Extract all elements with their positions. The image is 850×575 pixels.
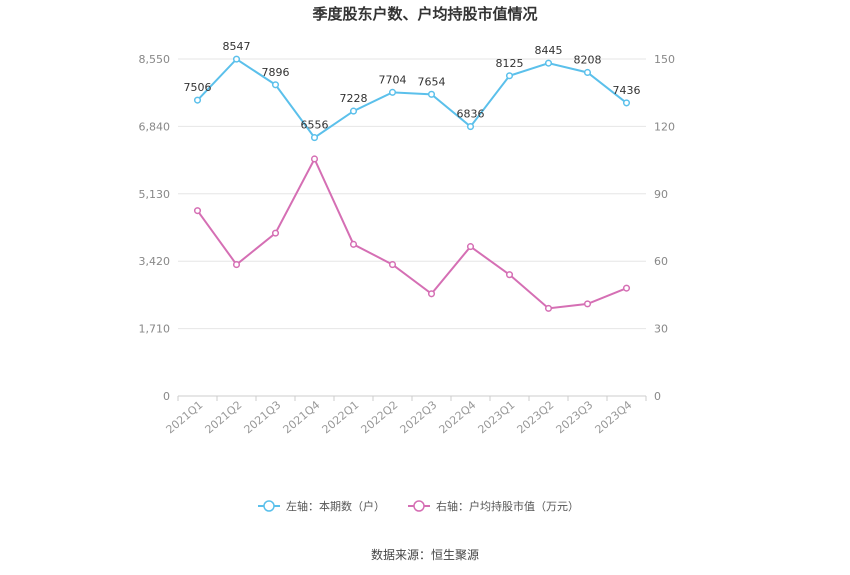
x-tick-label: 2022Q3	[398, 398, 440, 436]
legend-swatch-marker	[263, 500, 275, 512]
data-label: 7228	[340, 92, 368, 105]
x-tick-label: 2023Q3	[554, 398, 596, 436]
data-point[interactable]	[271, 229, 280, 237]
left-tick-label: 8,550	[139, 53, 171, 66]
right-tick-label: 30	[654, 323, 668, 336]
series-layer: 7506 8547 7896 6556 7228 7704 7654 6836 8125 8445…	[184, 40, 641, 312]
data-point[interactable]	[349, 240, 358, 248]
data-point[interactable]	[193, 207, 202, 215]
data-point[interactable]	[466, 243, 475, 251]
left-tick-label: 5,130	[139, 188, 171, 201]
data-point[interactable]	[310, 134, 319, 142]
right-axis: 0 30 60 90 120 150	[654, 53, 675, 403]
data-point[interactable]	[310, 155, 319, 163]
source-note: 数据来源：恒生聚源	[371, 547, 479, 562]
data-point[interactable]	[544, 59, 553, 67]
data-point[interactable]	[622, 284, 631, 292]
right-tick-label: 0	[654, 390, 661, 403]
x-tick-label: 2022Q2	[359, 398, 401, 436]
data-label: 7896	[262, 66, 290, 79]
data-point[interactable]	[466, 123, 475, 131]
data-point[interactable]	[271, 81, 280, 89]
legend-label[interactable]: 左轴：本期数（户）	[286, 499, 385, 513]
data-label: 7704	[379, 73, 407, 86]
left-axis: 0 1,710 3,420 5,130 6,840 8,550	[139, 53, 171, 403]
legend[interactable]: 左轴：本期数（户） 右轴：户均持股市值（万元）	[258, 499, 579, 513]
data-label: 6556	[301, 119, 329, 132]
data-label: 7436	[613, 84, 641, 97]
legend-swatch-marker	[413, 500, 425, 512]
data-point[interactable]	[583, 300, 592, 308]
left-tick-label: 3,420	[139, 255, 171, 268]
right-tick-label: 90	[654, 188, 668, 201]
gridlines	[178, 58, 646, 397]
data-label: 7506	[184, 81, 212, 94]
left-tick-label: 0	[163, 390, 170, 403]
x-tick-label: 2021Q1	[164, 398, 206, 436]
left-tick-label: 6,840	[139, 120, 171, 133]
series-line	[196, 156, 627, 310]
left-tick-label: 1,710	[139, 323, 171, 336]
data-point[interactable]	[427, 290, 436, 298]
x-tick-label: 2021Q2	[203, 398, 245, 436]
x-tick-label: 2022Q1	[320, 398, 362, 436]
x-tick-label: 2021Q3	[242, 398, 284, 436]
data-point[interactable]	[622, 99, 631, 107]
data-label: 8208	[574, 53, 602, 66]
data-point[interactable]	[544, 304, 553, 312]
legend-label[interactable]: 右轴：户均持股市值（万元）	[436, 499, 579, 513]
x-axis: 2021Q12021Q22021Q32021Q42022Q12022Q22022…	[164, 396, 647, 436]
data-point[interactable]	[232, 55, 241, 63]
x-tick-label: 2022Q4	[437, 398, 479, 436]
right-tick-label: 120	[654, 120, 675, 133]
data-label: 6836	[457, 108, 485, 121]
data-point[interactable]	[349, 107, 358, 115]
data-point[interactable]	[193, 96, 202, 104]
x-tick-label: 2023Q2	[515, 398, 557, 436]
data-point[interactable]	[388, 261, 397, 269]
x-tick-label: 2023Q4	[593, 398, 635, 436]
data-label: 8547	[223, 40, 251, 53]
data-point[interactable]	[505, 271, 514, 279]
data-point[interactable]	[583, 68, 592, 77]
data-point[interactable]	[505, 72, 514, 80]
data-point[interactable]	[427, 90, 436, 98]
data-label: 8125	[496, 57, 524, 70]
series-line	[196, 57, 628, 139]
data-label: 7654	[418, 75, 446, 88]
right-tick-label: 150	[654, 53, 675, 66]
chart-title: 季度股东户数、户均持股市值情况	[312, 5, 537, 23]
x-tick-label: 2021Q4	[281, 398, 323, 436]
x-tick-label: 2023Q1	[476, 398, 518, 436]
data-point[interactable]	[232, 261, 241, 269]
data-label: 8445	[535, 44, 563, 57]
data-point[interactable]	[388, 88, 397, 96]
right-tick-label: 60	[654, 255, 668, 268]
